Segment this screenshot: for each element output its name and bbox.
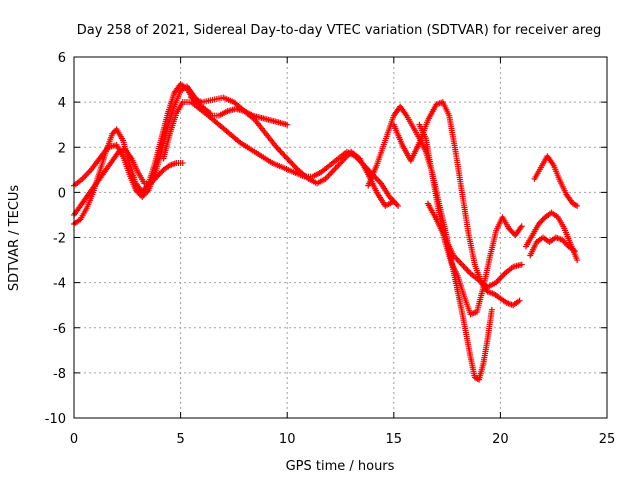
data-point <box>144 188 151 195</box>
y-tick-label: 4 <box>58 96 66 111</box>
series-trace-1 <box>71 81 291 227</box>
y-tick-label: -4 <box>53 277 66 292</box>
data-point <box>395 202 402 209</box>
series-trace-8 <box>416 121 525 318</box>
data-points <box>71 81 581 383</box>
y-tick-label: -8 <box>53 367 66 382</box>
data-point <box>518 223 525 230</box>
series-trace-3 <box>71 83 214 200</box>
series-trace-2 <box>71 146 186 218</box>
data-point <box>574 202 581 209</box>
x-tick-label: 0 <box>70 432 78 447</box>
series-trace-6 <box>365 103 495 383</box>
data-point <box>179 160 186 167</box>
x-tick-label: 20 <box>492 432 509 447</box>
data-point <box>390 198 397 205</box>
y-tick-label: 0 <box>58 186 66 201</box>
data-point <box>488 306 495 313</box>
series-trace-11 <box>527 234 579 259</box>
x-tick-label: 5 <box>176 432 184 447</box>
data-point <box>518 261 525 268</box>
y-axis-label: SDTVAR / TECUs <box>7 185 22 292</box>
x-axis-ticks: 0 5 10 15 20 25 <box>70 57 615 447</box>
y-tick-label: -6 <box>53 322 66 337</box>
data-point <box>284 121 291 128</box>
series-trace-7 <box>390 99 523 309</box>
grid-lines <box>74 57 607 418</box>
y-axis-ticks: -10 -8 -6 -4 -2 0 2 4 6 <box>45 51 607 427</box>
data-point <box>574 257 581 264</box>
y-tick-label: 2 <box>58 141 66 156</box>
y-tick-label: -2 <box>53 232 66 247</box>
data-point <box>516 297 523 304</box>
series-trace-12 <box>531 153 581 209</box>
x-tick-label: 10 <box>279 432 296 447</box>
series-trace-5 <box>188 94 397 209</box>
chart-title: Day 258 of 2021, Sidereal Day-to-day VTE… <box>77 23 601 38</box>
x-tick-label: 25 <box>599 432 616 447</box>
x-axis-label: GPS time / hours <box>286 459 395 474</box>
y-tick-label: -10 <box>45 412 66 427</box>
series-trace-9 <box>424 200 525 291</box>
x-tick-label: 15 <box>386 432 403 447</box>
y-tick-label: 6 <box>58 51 66 66</box>
data-point <box>572 248 579 255</box>
